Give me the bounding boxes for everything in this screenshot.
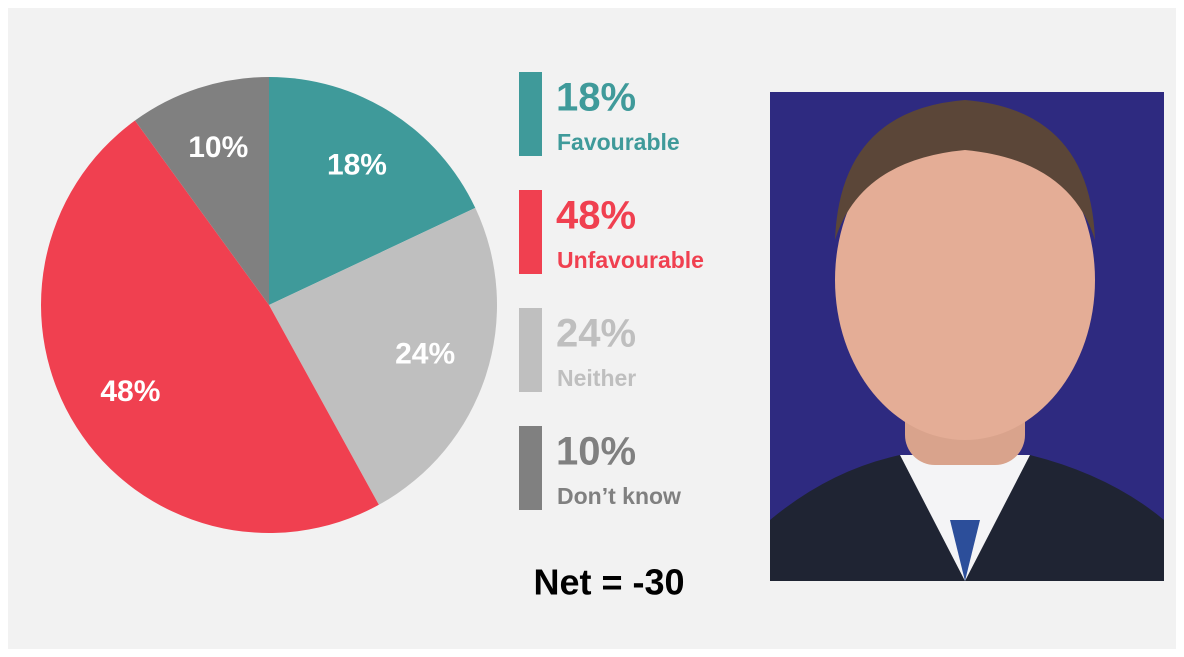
slice-label: 10% [188,131,248,164]
legend-label: Favourable [557,129,680,155]
legend-swatch [519,426,542,510]
legend-value: 24% [556,312,636,356]
legend-label: Don’t know [557,483,681,509]
slice-label: 48% [100,375,160,408]
legend-label: Unfavourable [557,247,704,273]
slice-label: 18% [327,148,387,181]
legend-swatch [519,190,542,274]
pie-slice [134,77,269,305]
legend-value: 18% [556,76,636,120]
legend-swatch [519,308,542,392]
legend-label: Neither [557,365,636,391]
slice-label: 24% [395,338,455,371]
legend-value: 48% [556,194,636,238]
pie-slice [40,120,379,533]
legend-swatch [519,72,542,156]
pie-slice [269,207,498,505]
photo [770,92,1164,581]
legend-value: 10% [556,430,636,474]
net-annotation: Net = -30 [533,562,684,603]
pie-slice [269,77,476,305]
